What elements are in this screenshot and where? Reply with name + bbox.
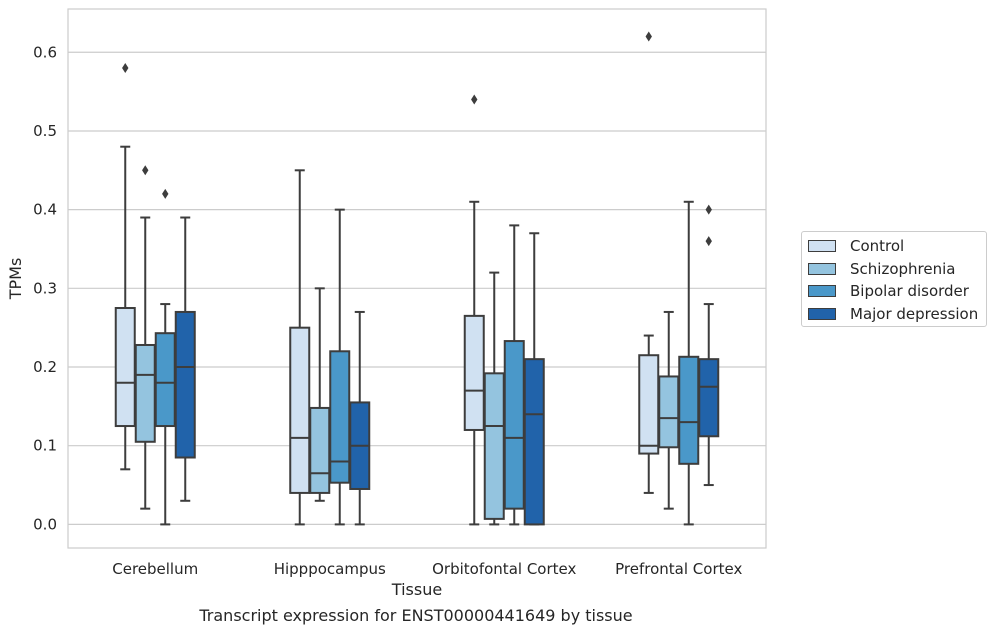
- legend-item: Schizophrenia: [808, 258, 986, 281]
- box-schizophrenia: [134, 216, 156, 510]
- box-control: [638, 334, 660, 494]
- legend-label: Control: [850, 237, 905, 256]
- legend-swatch: [808, 262, 836, 275]
- outlier-point: [471, 94, 478, 105]
- box-iqr: [174, 310, 196, 459]
- outlier-point: [645, 31, 652, 42]
- legend-item: Major depression: [808, 303, 986, 326]
- outlier-point: [705, 236, 712, 247]
- legend-label: Bipolar disorder: [850, 282, 969, 301]
- box-bipolar-disorder: [503, 224, 525, 526]
- box-iqr: [523, 358, 545, 526]
- y-tick-label: 0.4: [33, 201, 57, 219]
- box-iqr: [134, 343, 156, 443]
- y-axis-label: TPMs: [6, 258, 25, 301]
- outlier-point: [122, 63, 129, 74]
- box-control: [289, 169, 311, 526]
- box-iqr: [154, 332, 176, 428]
- legend-swatch: [808, 285, 836, 298]
- y-gridlines: [68, 51, 766, 525]
- outlier-point: [705, 204, 712, 215]
- box-iqr: [698, 358, 720, 438]
- y-tick-label: 0.3: [33, 279, 57, 297]
- x-tick-label: Prefrontal Cortex: [615, 560, 742, 578]
- box-schizophrenia: [309, 287, 331, 502]
- legend-swatch: [808, 240, 836, 253]
- box-control: [114, 145, 136, 471]
- x-tick-label: Hipppocampus: [274, 560, 386, 578]
- y-tick-label: 0.6: [33, 43, 57, 61]
- legend-label: Schizophrenia: [850, 259, 956, 278]
- y-tick-label: 0.1: [33, 437, 57, 455]
- legend-swatch: [808, 307, 836, 320]
- box-bipolar-disorder: [678, 200, 700, 526]
- box-major-depression: [174, 216, 196, 502]
- y-tick-label: 0.5: [33, 122, 57, 140]
- box-iqr: [463, 314, 485, 431]
- box-major-depression: [698, 303, 720, 487]
- y-tick-labels: 0.0 0.1 0.2 0.3 0.4 0.5 0.6: [33, 43, 57, 533]
- box-schizophrenia: [483, 271, 505, 526]
- x-tick-label: Orbitofontal Cortex: [432, 560, 576, 578]
- figure-caption: Transcript expression for ENST0000044164…: [199, 606, 633, 625]
- legend-item: Control: [808, 235, 986, 258]
- box-iqr: [503, 340, 525, 510]
- box-major-depression: [349, 310, 371, 526]
- box-plot-series: [114, 145, 720, 526]
- plot-frame: [67, 8, 767, 549]
- outlier-point: [162, 188, 169, 199]
- box-schizophrenia: [658, 310, 680, 510]
- outlier-point: [142, 165, 149, 176]
- box-control: [463, 200, 485, 526]
- x-tick-label: Cerebellum: [112, 560, 198, 578]
- legend-label: Major depression: [850, 304, 979, 323]
- box-iqr: [658, 375, 680, 449]
- outlier-points: [122, 31, 712, 247]
- x-axis-label: Tissue: [391, 580, 442, 599]
- x-tick-labels: Cerebellum Hipppocampus Orbitofontal Corte…: [112, 560, 742, 578]
- box-bipolar-disorder: [329, 208, 351, 526]
- box-iqr: [309, 406, 331, 494]
- y-tick-label: 0.0: [33, 515, 57, 533]
- box-iqr: [289, 326, 311, 494]
- y-tick-label: 0.2: [33, 358, 57, 376]
- box-major-depression: [523, 232, 545, 526]
- box-iqr: [483, 372, 505, 520]
- legend-item: Bipolar disorder: [808, 280, 986, 303]
- box-iqr: [114, 307, 136, 428]
- legend: Control Schizophrenia Bipolar disorder Majo…: [801, 231, 987, 327]
- box-iqr: [329, 350, 351, 484]
- box-bipolar-disorder: [154, 303, 176, 526]
- box-iqr: [638, 354, 660, 455]
- box-iqr: [678, 355, 700, 465]
